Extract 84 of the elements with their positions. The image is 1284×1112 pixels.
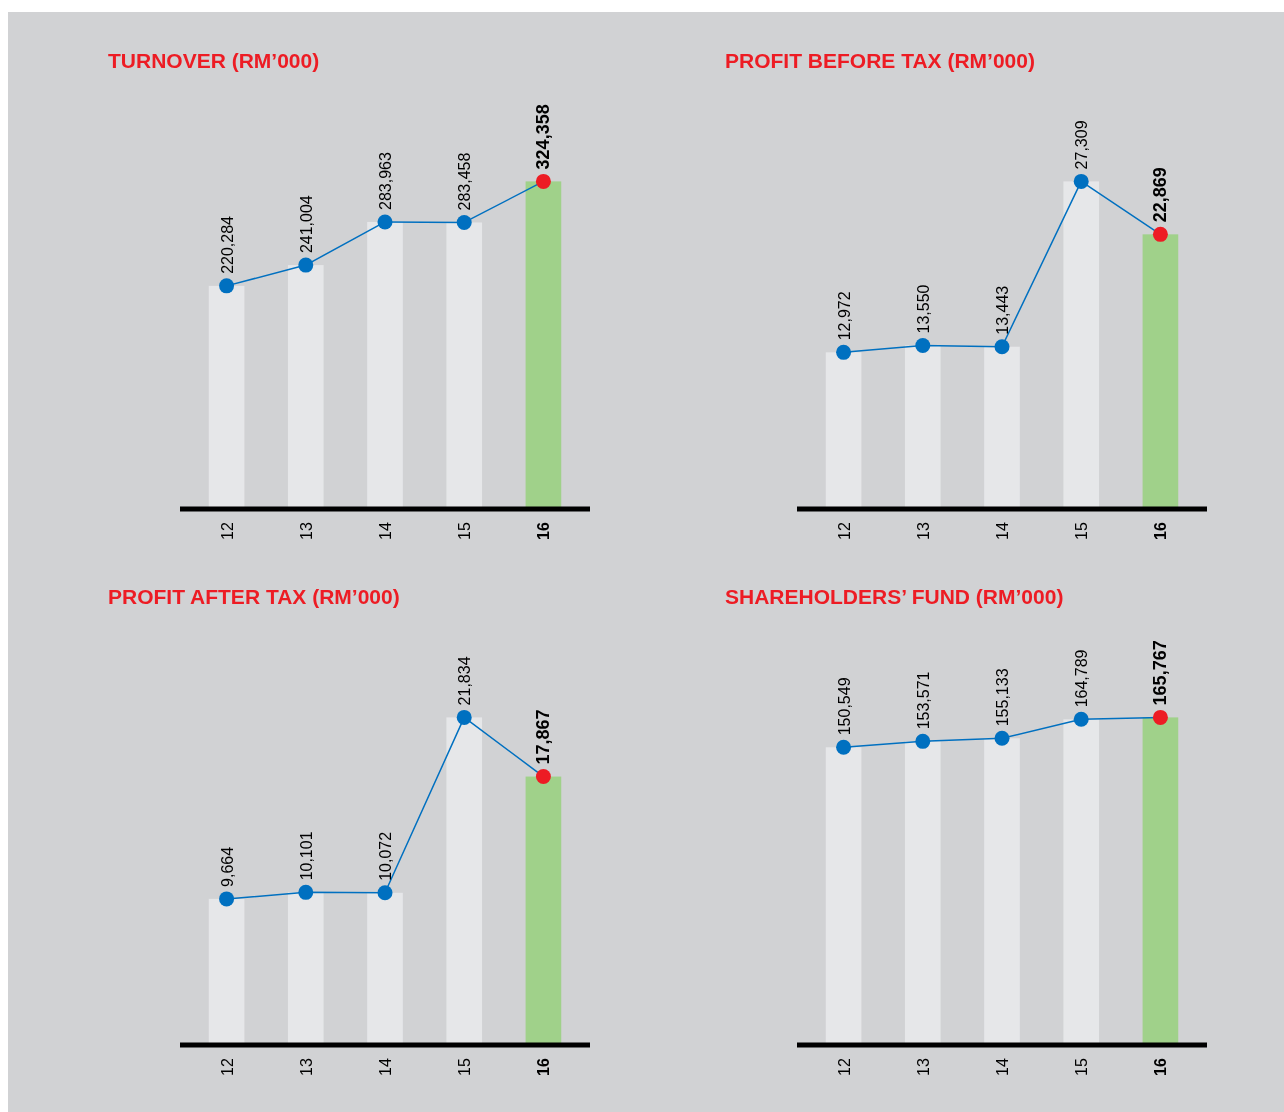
point bbox=[377, 885, 393, 901]
point bbox=[1152, 226, 1168, 242]
data-label: 12,972 bbox=[835, 291, 853, 341]
chart-title: SHAREHOLDERS’ FUND (RM’000) bbox=[725, 585, 1064, 608]
point bbox=[836, 344, 852, 360]
data-label: 13,443 bbox=[994, 285, 1011, 335]
bar bbox=[1142, 717, 1179, 1043]
data-label: 21,834 bbox=[456, 656, 474, 706]
x-tick-label: 12 bbox=[835, 1058, 853, 1076]
point bbox=[915, 733, 931, 749]
x-tick-label: 12 bbox=[835, 522, 853, 540]
point bbox=[915, 337, 931, 353]
data-label: 17,867 bbox=[533, 709, 554, 765]
bar bbox=[446, 717, 483, 1043]
point bbox=[535, 769, 551, 785]
bar bbox=[367, 892, 403, 1043]
data-label: 153,571 bbox=[914, 671, 932, 730]
x-tick-label: 16 bbox=[1152, 1058, 1170, 1076]
point bbox=[1073, 173, 1089, 189]
data-label: 155,133 bbox=[994, 668, 1011, 727]
point bbox=[298, 257, 314, 273]
x-tick-label: 13 bbox=[914, 1058, 932, 1076]
x-tick-label: 13 bbox=[914, 522, 932, 540]
data-label: 10,072 bbox=[377, 831, 394, 881]
point bbox=[219, 891, 235, 907]
point bbox=[1152, 709, 1168, 725]
x-tick-label: 14 bbox=[377, 1058, 394, 1076]
bar bbox=[984, 346, 1020, 507]
data-label: 22,869 bbox=[1150, 167, 1171, 223]
bar bbox=[208, 285, 245, 507]
bar bbox=[525, 181, 562, 507]
data-label: 220,284 bbox=[218, 215, 236, 274]
x-tick-label: 12 bbox=[218, 1058, 236, 1076]
x-tick-label: 13 bbox=[297, 1058, 315, 1076]
x-tick-label: 14 bbox=[994, 522, 1011, 540]
x-tick-label: 13 bbox=[297, 522, 315, 540]
point bbox=[456, 709, 472, 725]
bar bbox=[208, 898, 245, 1043]
bar bbox=[446, 222, 483, 507]
data-label: 27,309 bbox=[1073, 120, 1091, 170]
chart-title: PROFIT AFTER TAX (RM’000) bbox=[108, 585, 400, 608]
bar bbox=[984, 738, 1020, 1043]
bar bbox=[904, 345, 941, 507]
data-label: 10,101 bbox=[297, 831, 315, 881]
x-tick-label: 15 bbox=[1073, 522, 1091, 540]
data-label: 165,767 bbox=[1150, 640, 1171, 706]
x-tick-label: 15 bbox=[1073, 1058, 1091, 1076]
point bbox=[1073, 711, 1089, 727]
bar bbox=[367, 221, 403, 507]
chart-title: TURNOVER (RM’000) bbox=[108, 49, 320, 72]
data-label: 13,550 bbox=[914, 284, 932, 334]
point bbox=[836, 739, 852, 755]
bar bbox=[825, 747, 862, 1043]
bar bbox=[1142, 234, 1179, 507]
bar bbox=[904, 741, 941, 1043]
bar bbox=[825, 352, 862, 507]
bar bbox=[1063, 181, 1100, 507]
point bbox=[535, 173, 551, 189]
data-label: 9,664 bbox=[218, 846, 236, 887]
chart-title: PROFIT BEFORE TAX (RM’000) bbox=[725, 49, 1035, 72]
x-tick-label: 15 bbox=[456, 1058, 474, 1076]
point bbox=[298, 884, 314, 900]
point bbox=[219, 278, 235, 294]
bar bbox=[287, 892, 324, 1043]
data-label: 150,549 bbox=[835, 677, 853, 736]
point bbox=[994, 339, 1010, 355]
point bbox=[377, 214, 393, 230]
data-label: 241,004 bbox=[297, 195, 315, 254]
data-label: 283,963 bbox=[377, 152, 394, 210]
x-tick-label: 16 bbox=[535, 522, 553, 540]
x-tick-label: 14 bbox=[994, 1058, 1011, 1076]
bar bbox=[525, 776, 562, 1043]
data-label: 283,458 bbox=[456, 152, 474, 211]
point bbox=[456, 214, 472, 230]
x-tick-label: 15 bbox=[456, 522, 474, 540]
x-tick-label: 16 bbox=[1152, 522, 1170, 540]
x-tick-label: 16 bbox=[535, 1058, 553, 1076]
bar bbox=[287, 265, 324, 507]
x-tick-label: 12 bbox=[218, 522, 236, 540]
data-label: 324,358 bbox=[533, 104, 554, 170]
bar bbox=[1063, 719, 1100, 1043]
x-tick-label: 14 bbox=[377, 522, 394, 540]
point bbox=[994, 730, 1010, 746]
data-label: 164,789 bbox=[1073, 649, 1091, 708]
